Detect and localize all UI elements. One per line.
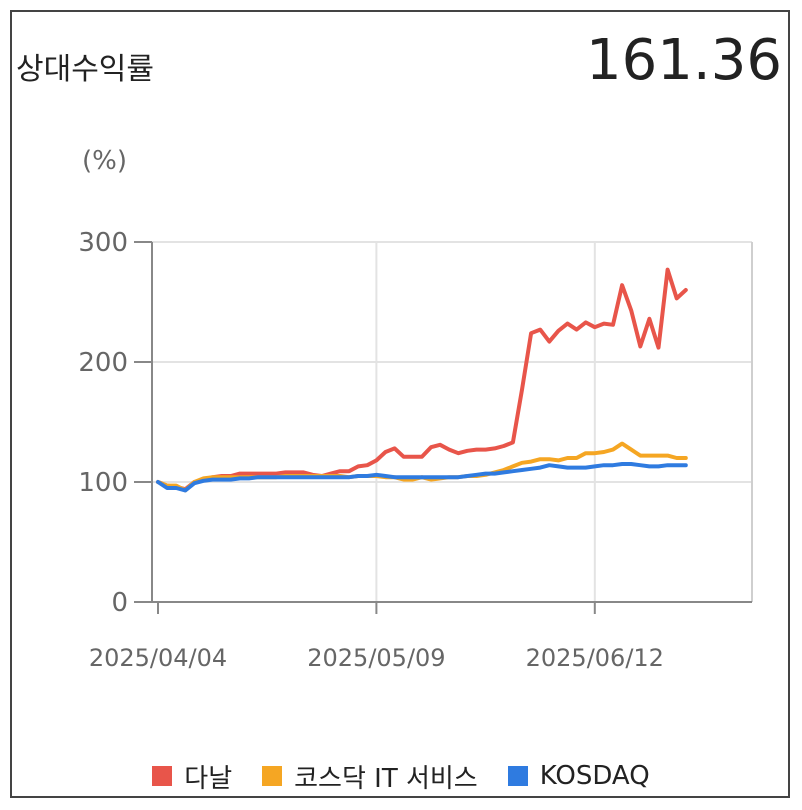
legend-swatch <box>507 766 528 786</box>
legend-item: KOSDAQ <box>507 761 650 791</box>
line-chart: 0 100 200 300 2025/04/04 2025/05/09 2025/06/12 <box>78 228 753 672</box>
legend-swatch <box>152 766 173 786</box>
y-axis-unit: (%) <box>82 146 127 176</box>
x-tick-label: 2025/05/09 <box>307 644 445 672</box>
legend-item: 코스닥 IT 서비스 <box>262 758 478 795</box>
legend-label: 코스닥 IT 서비스 <box>294 763 478 794</box>
legend-swatch <box>262 766 283 786</box>
series-line-3 <box>156 462 688 493</box>
y-tick-label: 300 <box>78 228 128 258</box>
y-tick-label: 100 <box>78 468 128 498</box>
chart-legend: 다날 코스닥 IT 서비스 KOSDAQ <box>0 758 802 794</box>
legend-item: 다날 <box>152 758 232 795</box>
chart-title: 상대수익률 <box>16 52 154 87</box>
chart-card <box>10 10 790 798</box>
legend-label: KOSDAQ <box>539 761 650 791</box>
relative-return-value: 161.36 <box>586 28 782 93</box>
y-tick-label: 0 <box>111 588 128 618</box>
x-tick-label: 2025/04/04 <box>89 644 227 672</box>
y-tick-label: 200 <box>78 348 128 378</box>
series-line-1 <box>156 267 688 492</box>
x-tick-label: 2025/06/12 <box>526 644 664 672</box>
legend-label: 다날 <box>184 763 233 794</box>
